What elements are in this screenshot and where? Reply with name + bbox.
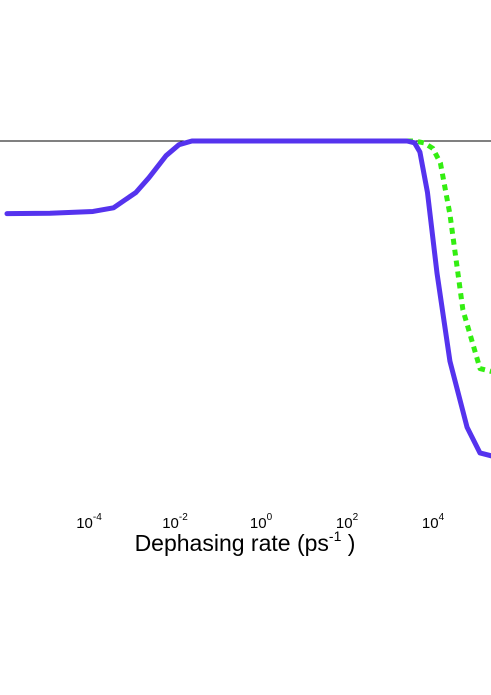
x-tick-label: 10-2	[162, 512, 188, 532]
x-tick-base: 10	[250, 515, 267, 532]
x-tick-exponent: 2	[353, 512, 359, 523]
x-tick-base: 10	[76, 515, 93, 532]
x-axis-label: Dephasing rate (ps-1 )	[135, 528, 356, 556]
x-tick-layer: 10-4 10-2 100 102 104	[76, 512, 444, 532]
x-tick-label: 102	[336, 512, 359, 532]
series-line-blue-solid	[4, 138, 491, 459]
x-tick-base: 10	[162, 515, 179, 532]
x-tick-label: 100	[250, 512, 273, 532]
x-axis-label-close: )	[341, 530, 355, 556]
x-axis-label-exp: -1	[329, 528, 342, 544]
x-tick-exponent: 4	[439, 512, 445, 523]
series-layer	[4, 138, 491, 459]
x-tick-base: 10	[422, 515, 439, 532]
series-line-green-dotted	[406, 138, 491, 374]
x-tick-exponent: -4	[93, 512, 102, 523]
x-tick-exponent: 0	[267, 512, 273, 523]
x-tick-exponent: -2	[179, 512, 188, 523]
x-axis-label-base: Dephasing rate (ps	[135, 530, 329, 556]
x-tick-base: 10	[336, 515, 353, 532]
x-tick-label: 10-4	[76, 512, 102, 532]
x-tick-label: 104	[422, 512, 445, 532]
